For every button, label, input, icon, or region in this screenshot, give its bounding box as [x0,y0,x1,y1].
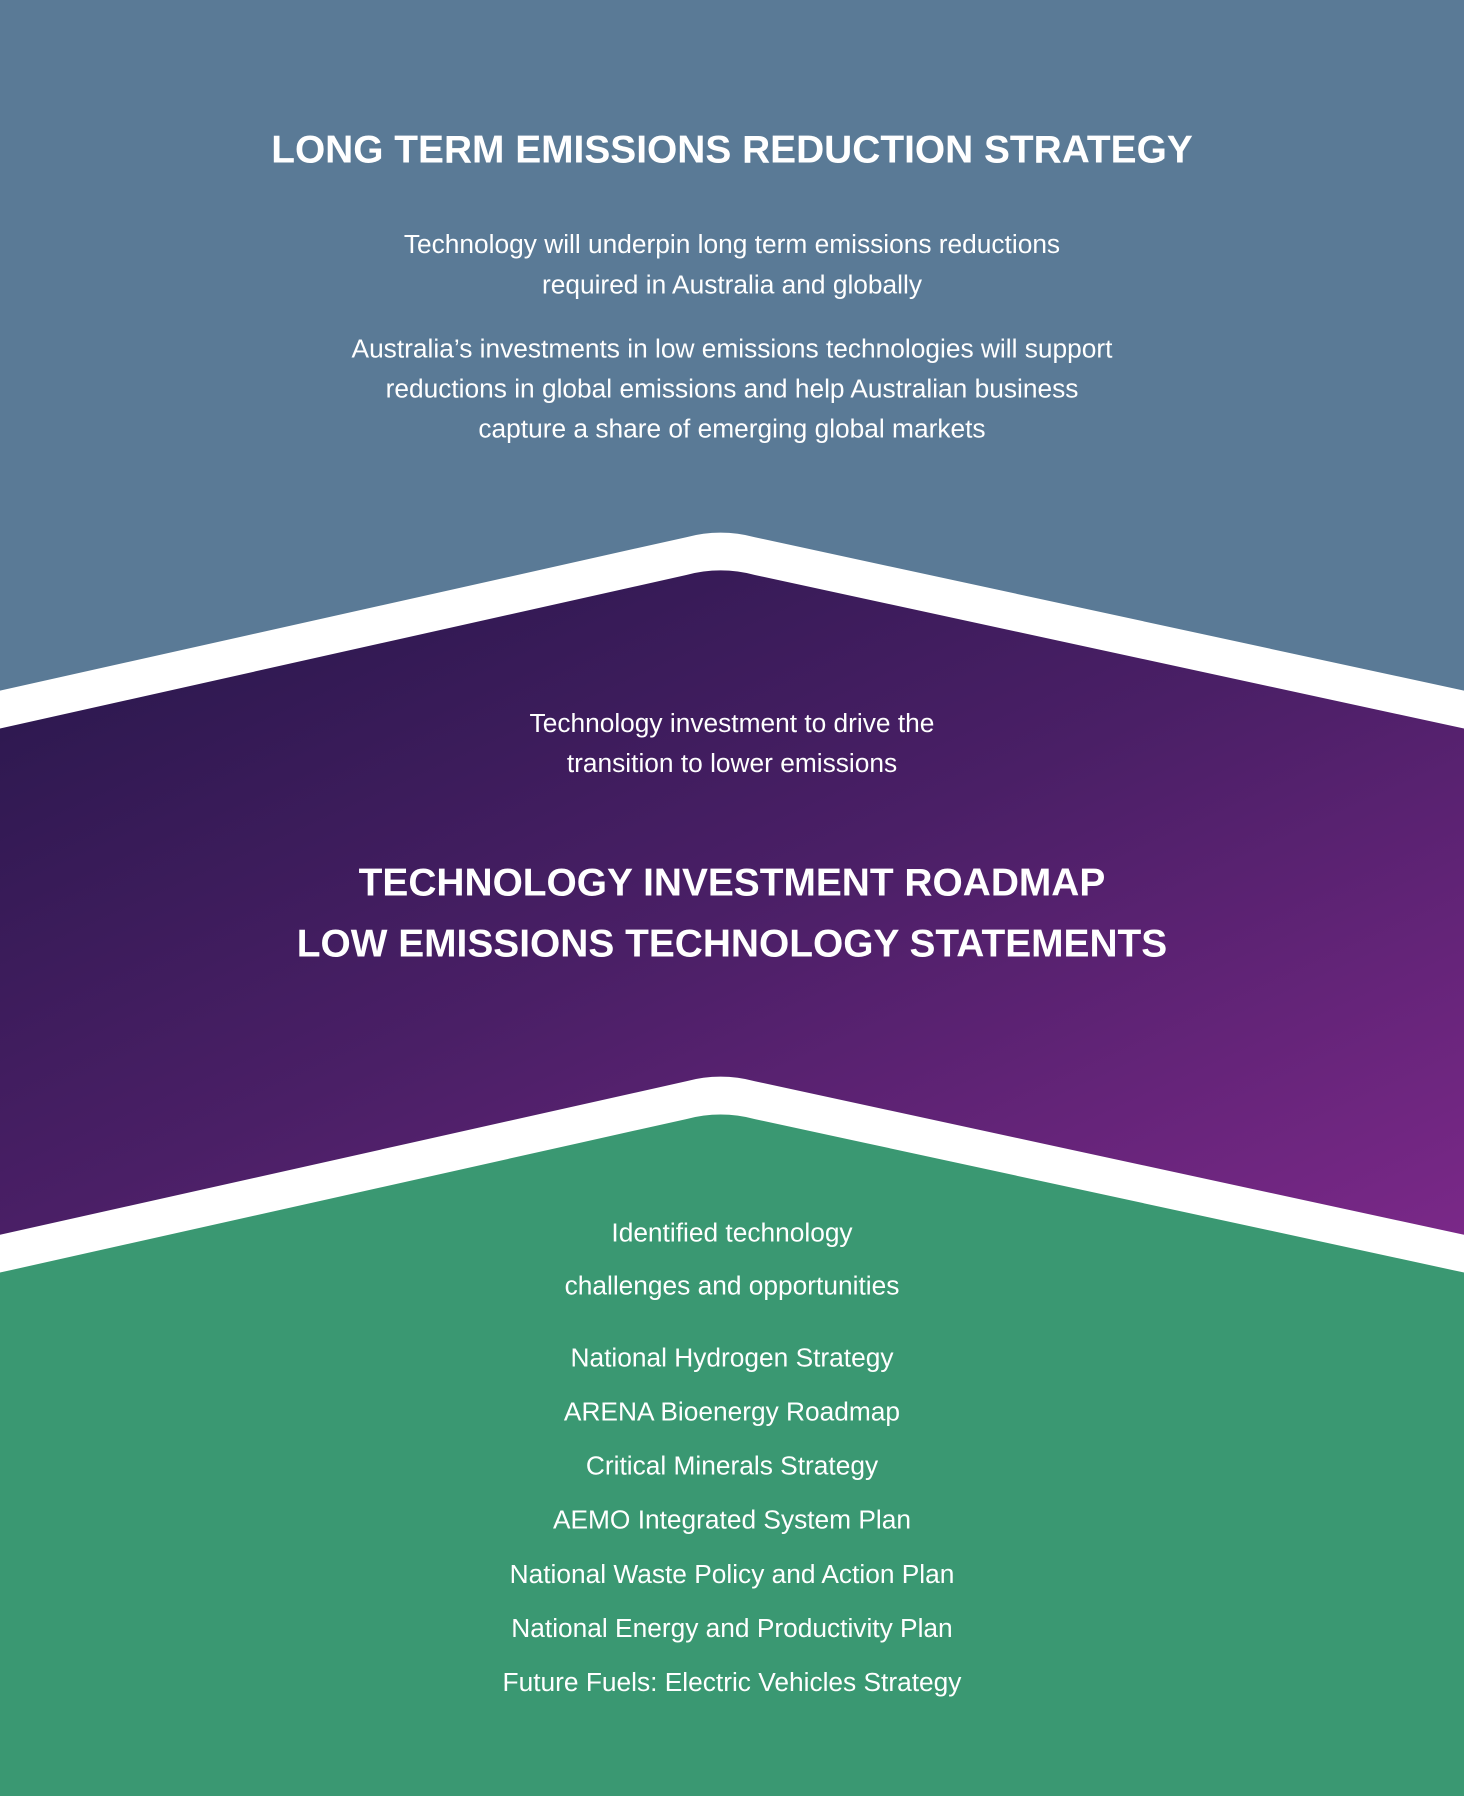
text-layer: LONG TERM EMISSIONS REDUCTION STRATEGY Te… [271,129,1193,1697]
paragraph-line: Australia’s investments in low emissions… [352,333,1114,363]
paragraph-line: capture a share of emerging global marke… [478,414,985,444]
intro-line: Technology investment to drive the [530,708,935,738]
list-item: ARENA Bioenergy Roadmap [564,1397,900,1427]
section-title: LOW EMISSIONS TECHNOLOGY STATEMENTS [297,922,1167,965]
list-item: Critical Minerals Strategy [586,1451,879,1481]
paragraph-line: required in Australia and globally [542,269,923,299]
paragraph-line: Technology will underpin long term emiss… [404,229,1060,259]
list-item: National Hydrogen Strategy [570,1343,894,1373]
list-item: National Energy and Productivity Plan [511,1613,952,1643]
section-title: TECHNOLOGY INVESTMENT ROADMAP [359,862,1106,905]
intro-line: transition to lower emissions [567,748,897,778]
opportunities-band [0,1114,1464,1796]
list-item: Future Fuels: Electric Vehicles Strategy [503,1667,963,1697]
list-item: AEMO Integrated System Plan [553,1505,911,1535]
intro-line: Identified technology [611,1218,853,1248]
roadmap-band [0,570,1464,1235]
list-item: National Waste Policy and Action Plan [510,1559,955,1589]
section-title: LONG TERM EMISSIONS REDUCTION STRATEGY [271,129,1193,172]
paragraph-line: reductions in global emissions and help … [386,374,1079,404]
strategy-band [0,0,1464,691]
intro-line: challenges and opportunities [565,1270,900,1300]
